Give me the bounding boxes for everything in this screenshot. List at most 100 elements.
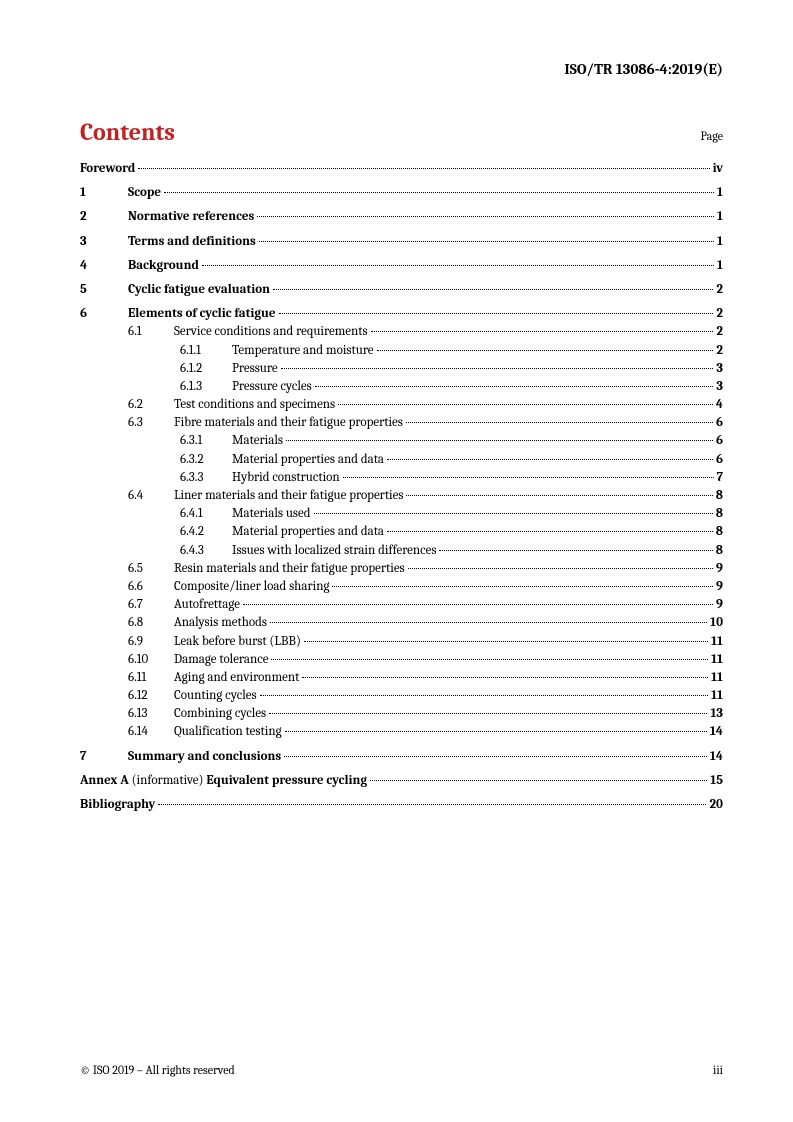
toc-page: 11 [711, 651, 723, 669]
toc-leader [406, 495, 712, 496]
toc-entry: 7Summary and conclusions14 [80, 748, 723, 766]
toc-number: 6.14 [128, 723, 174, 741]
toc-leader [279, 313, 714, 314]
toc-leader [406, 422, 713, 423]
toc-number: 6.7 [128, 596, 174, 614]
toc-leader [284, 756, 707, 757]
toc-number: 6.1.3 [180, 378, 232, 396]
toc-leader [269, 713, 707, 714]
toc-title: Autofrettage [174, 596, 240, 614]
toc-page: 20 [709, 796, 723, 814]
toc-page: 11 [711, 669, 723, 687]
toc-title: Scope [128, 184, 161, 202]
toc-page: 1 [717, 257, 723, 275]
toc-entry: 6.1Service conditions and requirements2 [80, 323, 723, 341]
toc-title: Normative references [128, 208, 254, 226]
toc-title: Liner materials and their fatigue proper… [174, 487, 403, 505]
toc-title: Summary and conclusions [128, 748, 281, 766]
toc-entry: 6Elements of cyclic fatigue2 [80, 305, 723, 323]
toc-entry: 3Terms and definitions1 [80, 233, 723, 251]
toc-page: 6 [716, 414, 723, 432]
toc-page: 1 [717, 208, 723, 226]
toc-page: 6 [716, 451, 723, 469]
toc-number: 6.2 [128, 396, 174, 414]
toc-page: iv [713, 160, 723, 178]
toc-number: 6.4.3 [180, 542, 232, 560]
toc-entry: Forewordiv [80, 160, 723, 178]
toc-leader [371, 331, 714, 332]
toc-number: 6.10 [128, 651, 174, 669]
toc-page: 4 [716, 396, 723, 414]
toc-title: Service conditions and requirements [174, 323, 368, 341]
toc-page: 2 [716, 342, 723, 360]
toc-entry: 6.2Test conditions and specimens4 [80, 396, 723, 414]
toc-entry: 6.12Counting cycles11 [80, 687, 723, 705]
toc-page: 1 [717, 184, 723, 202]
toc-leader [304, 641, 708, 642]
toc-entry: 6.4.2Material properties and data8 [80, 523, 723, 541]
document-reference: ISO/TR 13086-4:2019(E) [80, 60, 723, 78]
toc-entry: Bibliography20 [80, 796, 723, 814]
toc-leader [260, 695, 709, 696]
toc-title: Cyclic fatigue evaluation [128, 281, 270, 299]
toc-entry: 5Cyclic fatigue evaluation2 [80, 281, 723, 299]
toc-leader [259, 241, 714, 242]
toc-leader [273, 289, 713, 290]
toc-entry: 6.1.2Pressure 3 [80, 360, 723, 378]
toc-title: Terms and definitions [128, 233, 256, 251]
toc-number: 6.5 [128, 560, 174, 578]
toc-leader [408, 568, 713, 569]
toc-entry: 6.4Liner materials and their fatigue pro… [80, 487, 723, 505]
toc-page: 8 [716, 542, 723, 560]
toc-title: Temperature and moisture [232, 342, 374, 360]
toc-leader [138, 168, 709, 169]
toc-number: 6.3 [128, 414, 174, 432]
toc-page: 3 [716, 378, 723, 396]
toc-number: 6.8 [128, 614, 174, 632]
toc-page: 13 [710, 705, 723, 723]
toc-number: 6.6 [128, 578, 174, 596]
toc-title: Issues with localized strain differences [232, 542, 436, 560]
toc-leader [202, 265, 714, 266]
toc-number: 6.12 [128, 687, 174, 705]
toc-entry: 6.10Damage tolerance 11 [80, 651, 723, 669]
toc-entry: 6.3.2Material properties and data6 [80, 451, 723, 469]
toc-entry: Annex A (informative) Equivalent pressur… [80, 772, 723, 790]
table-of-contents: Forewordiv1Scope12Normative references13… [80, 160, 723, 814]
toc-title: Analysis methods [174, 614, 267, 632]
toc-number: 2 [80, 208, 128, 226]
toc-title: Pressure [232, 360, 278, 378]
toc-leader [164, 192, 714, 193]
toc-leader [271, 659, 708, 660]
toc-entry: 4Background1 [80, 257, 723, 275]
toc-number: 6.1.1 [180, 342, 232, 360]
toc-page: 2 [716, 281, 723, 299]
toc-number: 6.3.2 [180, 451, 232, 469]
toc-page: 6 [716, 432, 723, 450]
page-label: Page [701, 129, 723, 143]
toc-entry: 6.6Composite/liner load sharing9 [80, 578, 723, 596]
toc-leader [270, 622, 707, 623]
toc-page: 8 [716, 505, 723, 523]
toc-leader [387, 459, 713, 460]
toc-title: Damage tolerance [174, 651, 268, 669]
toc-leader [257, 216, 714, 217]
toc-leader [387, 531, 713, 532]
toc-leader [343, 477, 714, 478]
toc-entry: 6.13Combining cycles13 [80, 705, 723, 723]
toc-page: 3 [716, 360, 723, 378]
toc-leader [286, 440, 713, 441]
toc-leader [281, 368, 714, 369]
toc-page: 9 [716, 560, 723, 578]
toc-entry: 6.3.3Hybrid construction7 [80, 469, 723, 487]
toc-entry: 6.1.1Temperature and moisture 2 [80, 342, 723, 360]
toc-entry: 6.14Qualification testing14 [80, 723, 723, 741]
toc-number: 6.4.2 [180, 523, 232, 541]
toc-number: 4 [80, 257, 128, 275]
toc-title: Counting cycles [174, 687, 257, 705]
toc-title: Material properties and data [232, 523, 384, 541]
toc-number: 6.1.2 [180, 360, 232, 378]
toc-number: 6.11 [128, 669, 174, 687]
contents-header: Contents Page [80, 118, 723, 146]
toc-number: 6.4.1 [180, 505, 232, 523]
